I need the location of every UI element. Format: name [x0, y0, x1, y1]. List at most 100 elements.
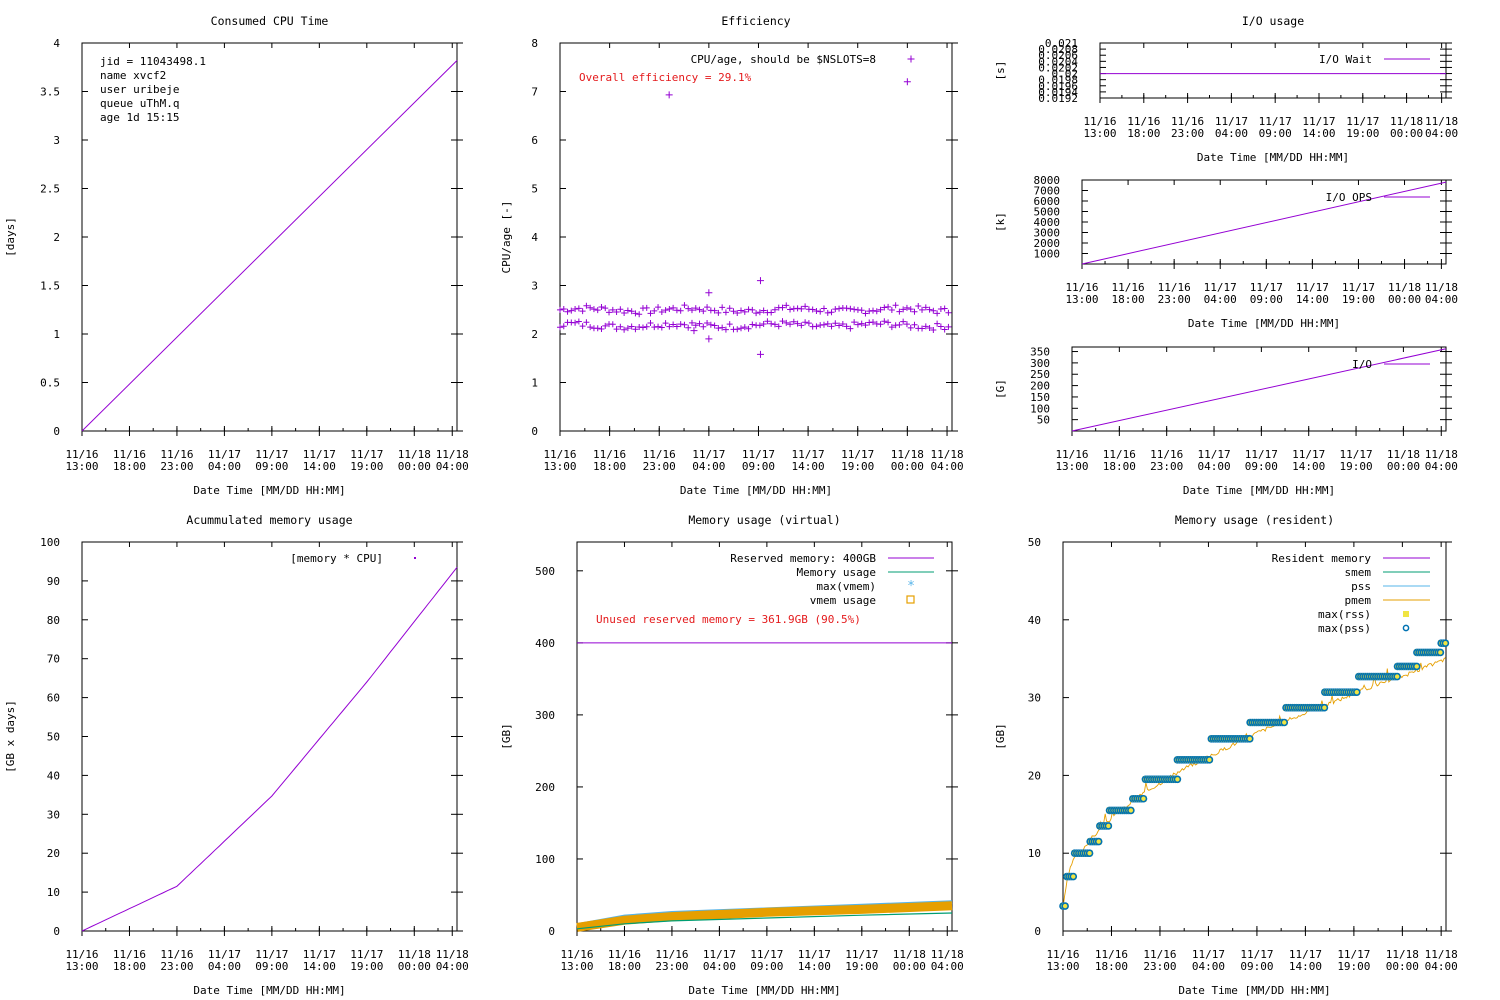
- eff-ytick-label: 8: [531, 37, 538, 50]
- eff-band-point: [734, 326, 741, 333]
- cpu-xtick-date: 11/18: [436, 448, 469, 461]
- vmem-xtick-time: 13:00: [560, 960, 593, 973]
- io_ops-xtick-time: 04:00: [1204, 293, 1237, 306]
- accum-xtick-time: 23:00: [160, 960, 193, 973]
- cpu-ytick-label: 0: [53, 425, 60, 438]
- eff-xtick-date: 11/16: [643, 448, 676, 461]
- eff-band-point: [858, 320, 865, 327]
- rss-max-rss-point: [1105, 822, 1112, 829]
- eff-band-point: [749, 321, 756, 328]
- cpu-job-info-line: queue uThM.q: [100, 97, 179, 110]
- eff-band-point: [613, 326, 620, 333]
- eff-band-point: [937, 306, 944, 313]
- rss-xtick-date: 11/18: [1425, 948, 1458, 961]
- eff-band-point: [802, 319, 809, 326]
- io_ops-xtick-time: 19:00: [1342, 293, 1375, 306]
- eff-outlier-point: [756, 277, 764, 285]
- vmem-xtick-date: 11/18: [931, 948, 964, 961]
- eff-band-point: [677, 307, 684, 314]
- io_gb-xtick-date: 11/17: [1245, 448, 1278, 461]
- io_gb-xtick-date: 11/18: [1387, 448, 1420, 461]
- rss-max-rss-point: [1321, 704, 1328, 711]
- eff-band-point: [677, 321, 684, 328]
- vmem-ytick-label: 100: [535, 853, 555, 866]
- cpu-xtick-time: 04:00: [208, 460, 241, 473]
- eff-band-point: [937, 323, 944, 330]
- eff-band-point: [885, 303, 892, 310]
- accum-ytick-label: 60: [47, 692, 60, 705]
- eff-band-point: [877, 306, 884, 313]
- rss-max-pss-point: [1441, 639, 1450, 647]
- eff-outlier-point: [705, 335, 713, 343]
- eff-band-point: [771, 306, 778, 313]
- eff-band-point: [647, 320, 654, 327]
- eff-band-point: [651, 307, 658, 314]
- rss-max-rss-point: [1353, 689, 1360, 696]
- eff-band-point: [685, 324, 692, 331]
- io_ops-xtick-time: 23:00: [1158, 293, 1191, 306]
- io_wait-xtick-date: 11/16: [1083, 115, 1116, 128]
- eff-band-point: [624, 307, 631, 314]
- eff-band-point: [572, 319, 579, 326]
- rss-xtick-time: 13:00: [1046, 960, 1079, 973]
- eff-band-point: [764, 318, 771, 325]
- accum-legend-marker: [414, 557, 416, 559]
- vmem-xtick-time: 04:00: [931, 960, 964, 973]
- rss-max-rss-point: [1095, 838, 1102, 845]
- eff-ylabel: CPU/age [-]: [500, 201, 513, 274]
- eff-band-point: [666, 305, 673, 312]
- eff-band-point: [870, 319, 877, 326]
- cpu-job-info-line: user uribeje: [100, 83, 179, 96]
- vmem-xtick-time: 19:00: [845, 960, 878, 973]
- io_gb-xtick-date: 11/16: [1103, 448, 1136, 461]
- io-ops-legend-label: I/O OPS: [1326, 191, 1372, 204]
- eff-band-point: [911, 308, 918, 315]
- cpu-xtick-time: 14:00: [303, 460, 336, 473]
- eff-xtick-time: 00:00: [891, 460, 924, 473]
- rss-ytick-label: 20: [1028, 769, 1041, 782]
- io_ops-ytick-label: 6000: [1034, 195, 1061, 208]
- eff-band-point: [790, 318, 797, 325]
- eff-band-point: [673, 323, 680, 330]
- eff-ytick-label: 5: [531, 183, 538, 196]
- io_wait-xtick-date: 11/17: [1302, 115, 1335, 128]
- cpu-job-info-line: age 1d 15:15: [100, 111, 179, 124]
- cpu-job-info-line: jid = 11043498.1: [100, 55, 206, 68]
- eff-band-point: [692, 305, 699, 312]
- eff-band-point: [696, 320, 703, 327]
- io_ops-xtick-time: 09:00: [1250, 293, 1283, 306]
- rss-max-pss-point: [1320, 703, 1329, 712]
- cpu-xtick-date: 11/17: [208, 448, 241, 461]
- cpu-job-info-line: name xvcf2: [100, 69, 166, 82]
- eff-band-point: [783, 302, 790, 309]
- rss-ytick-label: 50: [1028, 536, 1041, 549]
- eff-band-point: [726, 321, 733, 328]
- rss-legend-pmem-label: pmem: [1345, 594, 1372, 607]
- eff-xtick-time: 13:00: [543, 460, 576, 473]
- eff-xtick-date: 11/17: [841, 448, 874, 461]
- io_wait-xtick-time: 00:00: [1390, 127, 1423, 140]
- accum-ytick-label: 0: [53, 925, 60, 938]
- eff-xlabel: Date Time [MM/DD HH:MM]: [680, 484, 832, 497]
- eff-band-point: [824, 320, 831, 327]
- io_ops-xtick-time: 13:00: [1065, 293, 1098, 306]
- eff-band-point: [662, 307, 669, 314]
- cpu-xtick-time: 23:00: [160, 460, 193, 473]
- eff-band-point: [817, 308, 824, 315]
- io-gb-series-line: [1071, 348, 1447, 432]
- eff-band-point: [658, 324, 665, 331]
- eff-band-point: [613, 308, 620, 315]
- eff-xtick-time: 04:00: [930, 460, 963, 473]
- io_wait-ytick-label: 0.021: [1045, 37, 1078, 50]
- rss-plot-frame: [1062, 541, 1447, 932]
- accum-xtick-date: 11/17: [350, 948, 383, 961]
- eff-band-point: [934, 320, 941, 327]
- accum-xtick-time: 18:00: [113, 960, 146, 973]
- cpu-xtick-time: 19:00: [350, 460, 383, 473]
- io_gb-ytick-label: 200: [1030, 380, 1050, 393]
- cpu-ytick-label: 0.5: [40, 377, 60, 390]
- rss-max-rss-point: [1437, 649, 1444, 656]
- eff-band-point: [798, 322, 805, 329]
- eff-xtick-time: 19:00: [841, 460, 874, 473]
